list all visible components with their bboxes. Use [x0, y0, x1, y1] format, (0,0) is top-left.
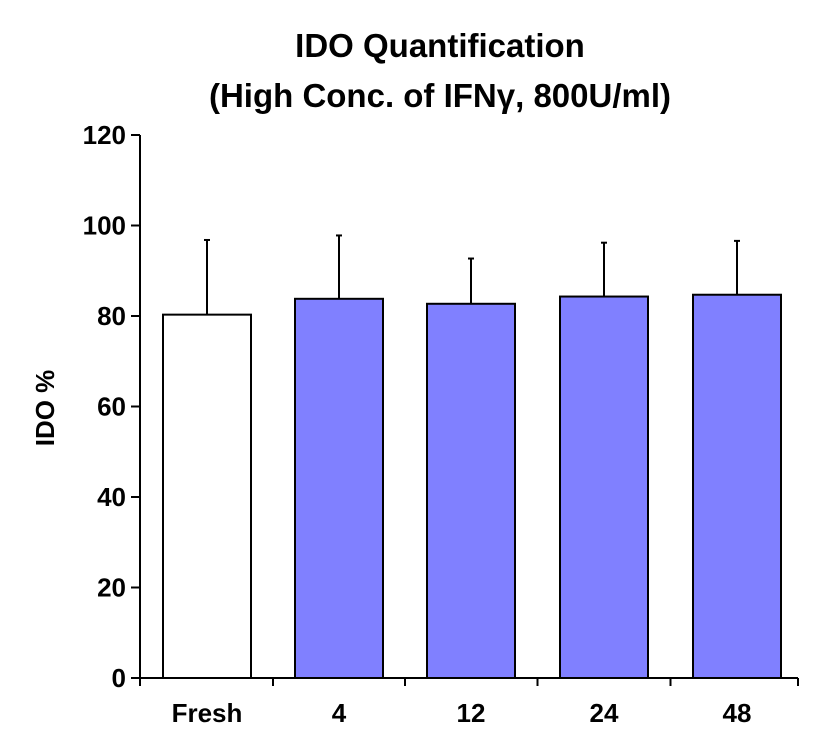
y-tick-label-60: 60 — [97, 392, 126, 422]
y-tick-label-0: 0 — [112, 663, 126, 693]
x-tick-label-48: 48 — [723, 698, 752, 728]
chart-title-line-1: IDO Quantification — [295, 27, 585, 64]
y-tick-label-80: 80 — [97, 301, 126, 331]
chart-title: IDO Quantification (High Conc. of IFNγ, … — [209, 27, 671, 114]
x-tick-label-12: 12 — [457, 698, 486, 728]
bar-12 — [426, 302, 516, 679]
bar-fresh — [162, 313, 252, 679]
y-axis-label: IDO % — [30, 370, 60, 447]
y-tick-label-40: 40 — [97, 482, 126, 512]
bar-48 — [692, 293, 782, 679]
x-tick-label-24: 24 — [590, 698, 619, 728]
x-tick-label-4: 4 — [332, 698, 347, 728]
y-tick-label-120: 120 — [83, 120, 126, 150]
y-tick-label-100: 100 — [83, 211, 126, 241]
y-tick-label-20: 20 — [97, 573, 126, 603]
chart-title-line-2: (High Conc. of IFNγ, 800U/ml) — [209, 77, 671, 114]
bar-24 — [559, 295, 649, 679]
x-tick-label-fresh: Fresh — [172, 698, 243, 728]
plot-area: 0 20 40 60 80 100 120 Fresh 4 12 24 48 — [83, 120, 799, 728]
bar-4 — [294, 297, 384, 679]
